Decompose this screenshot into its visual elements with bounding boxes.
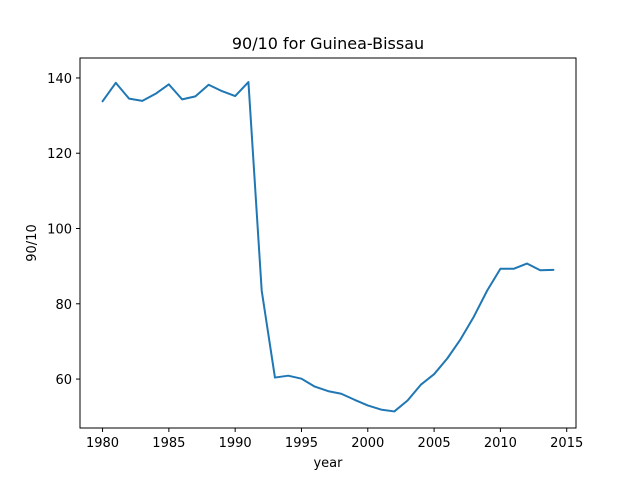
x-axis-ticks: 1980 1985 1990 1995 2000 2005 2010 2015 [86,428,583,451]
series-line [101,81,555,413]
chart-title: 90/10 for Guinea-Bissau [232,34,424,53]
y-tick-label: 120 [47,147,72,162]
y-tick-label: 100 [47,223,72,238]
x-tick-label: 1985 [152,436,185,451]
x-tick-label: 1995 [285,436,318,451]
x-tick-label: 1990 [219,436,252,451]
x-axis-label: year [313,456,343,471]
y-tick-label: 140 [47,72,72,87]
plot-area-frame [79,57,577,429]
x-tick-label: 2010 [484,436,517,451]
x-tick-label: 2015 [550,436,583,451]
y-tick-label: 60 [55,373,72,388]
y-axis-label: 90/10 [25,224,40,261]
x-tick-label: 2000 [351,436,384,451]
y-axis-ticks: 60 80 100 120 140 [47,72,80,388]
x-tick-label: 1980 [86,436,119,451]
x-tick-label: 2005 [418,436,451,451]
y-tick-label: 80 [55,298,72,313]
